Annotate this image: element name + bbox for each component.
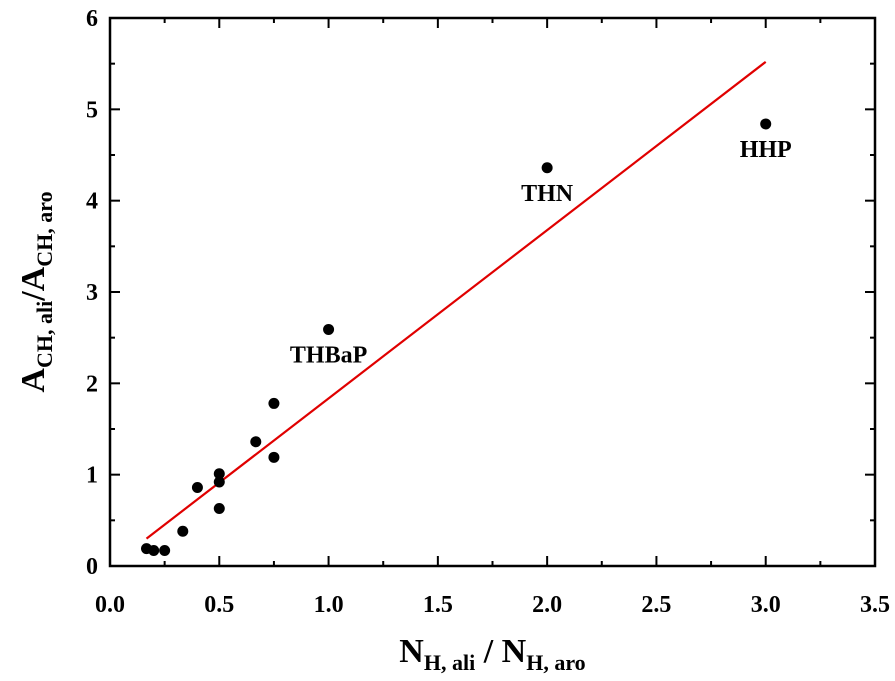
x-tick-label: 3.0 [751,592,781,618]
point-annotation: THN [521,181,574,207]
point-annotation: THBaP [290,342,367,368]
y-tick-label: 2 [86,371,98,397]
y-title-sep: /A [15,266,52,301]
y-tick-label: 3 [86,280,98,306]
x-tick-label: 0.5 [204,592,234,618]
data-point [268,397,280,409]
data-point [268,451,280,463]
point-annotation: HHP [740,137,792,163]
data-point [191,481,203,493]
x-title-sub2: H, aro [526,650,585,675]
x-tick-label: 3.5 [860,592,890,618]
y-tick-label: 1 [86,463,98,489]
x-title-sub1: H, ali [424,650,475,675]
x-axis-title: NH, ali / NH, aro [399,633,585,675]
y-tick-label: 6 [86,6,98,32]
data-point [177,525,189,537]
y-title-sub1: CH, ali [32,301,57,368]
data-point [159,544,171,556]
x-tick-label: 2.0 [532,592,562,618]
points-layer [141,118,772,556]
x-title-main: N [399,633,424,670]
x-tick-label: 0.0 [95,592,125,618]
x-tick-label: 1.0 [314,592,344,618]
plot-frame [108,16,877,568]
data-point [213,468,225,480]
y-tick-label: 0 [86,554,98,580]
data-point [323,323,335,335]
data-point [213,502,225,514]
x-tick-label: 2.5 [641,592,671,618]
fit-line-layer [145,60,767,540]
y-axis-title: ACH, ali/ACH, aro [15,191,57,392]
y-title-main: A [15,368,52,393]
data-point [213,476,225,488]
data-point [148,544,160,556]
data-point [541,162,553,174]
fit-line [145,60,767,540]
x-tick-label: 1.5 [423,592,453,618]
y-tick-label: 5 [86,97,98,123]
y-tick-label: 4 [86,189,98,215]
ticks-layer: 0.0 0.5 1.0 1.5 2.0 2.5 3.0 3.5 0 1 2 3 4 5 6 [86,6,890,618]
data-point [760,118,772,130]
data-point [250,436,262,448]
x-title-sep: / N [475,633,526,670]
annotations-layer: THBaP THN HHP [290,137,792,368]
y-title-sub2: CH, aro [32,191,57,266]
